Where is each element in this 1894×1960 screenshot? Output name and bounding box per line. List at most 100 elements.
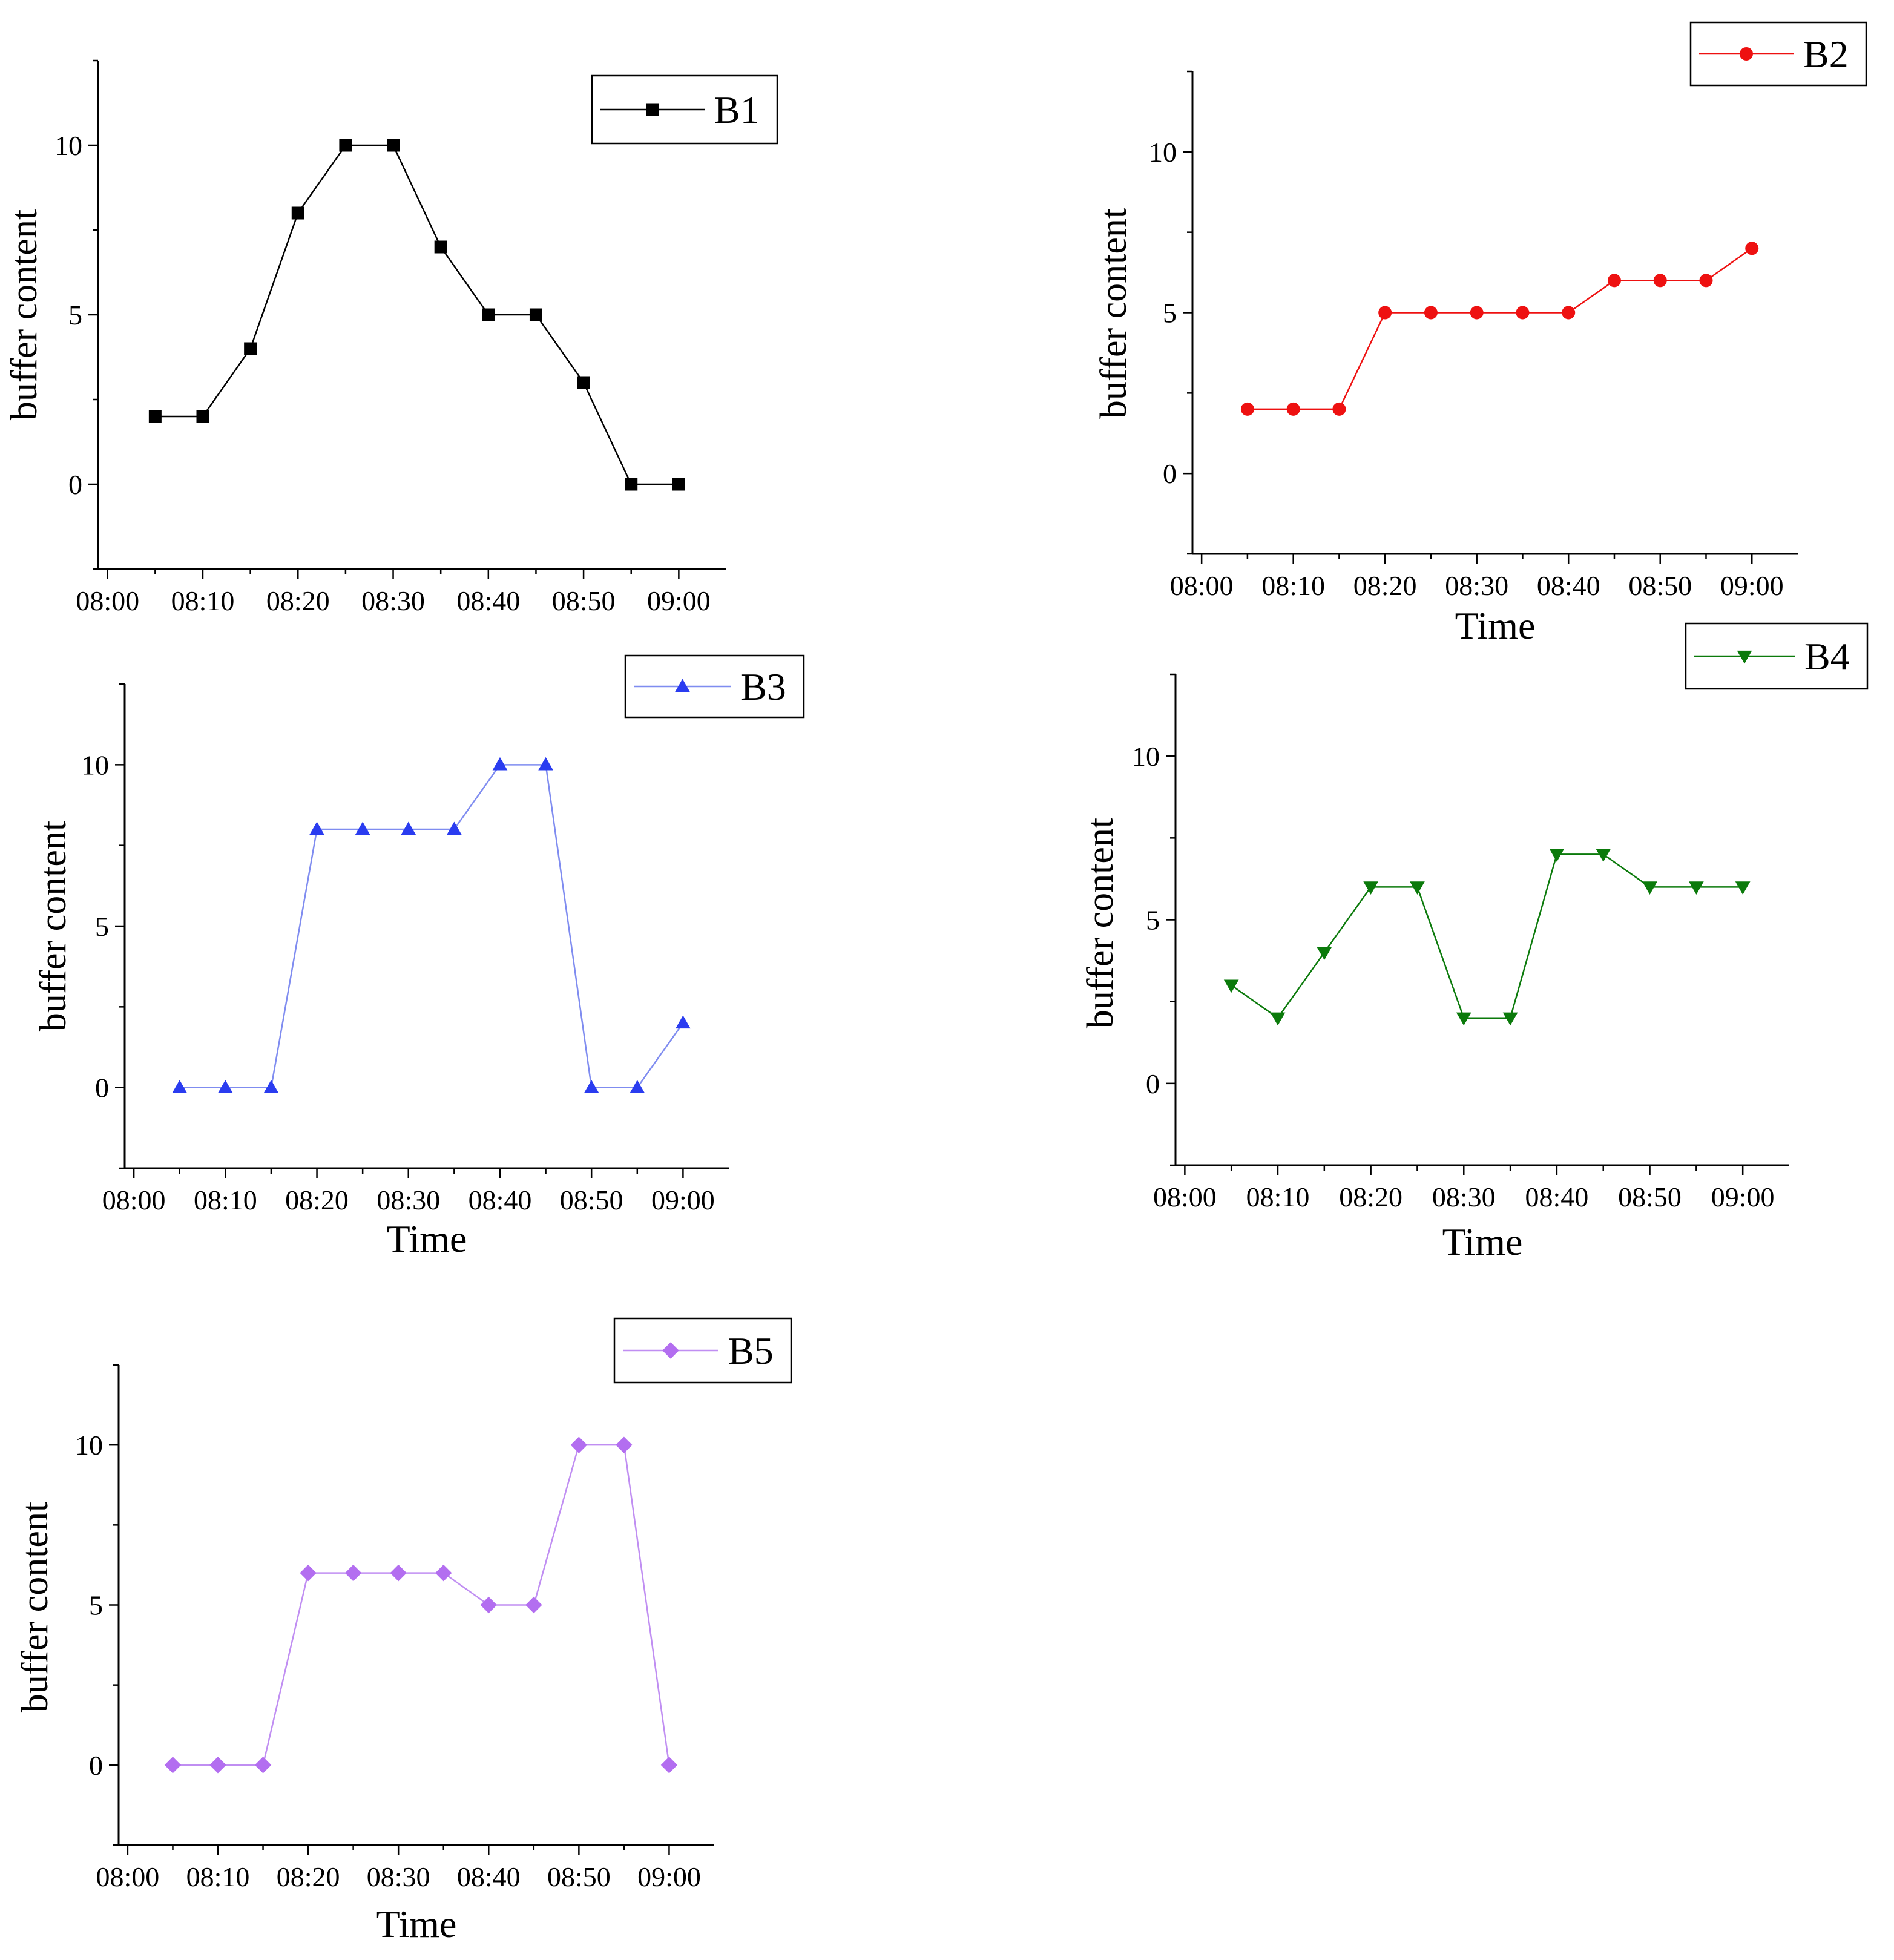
x-tick-label: 08:00: [76, 585, 139, 616]
legend-label: B1: [714, 88, 760, 131]
x-tick-label: 08:10: [194, 1185, 257, 1215]
data-point: [577, 376, 590, 389]
x-tick-label: 09:00: [651, 1185, 715, 1215]
data-point: [1502, 1012, 1518, 1026]
data-point: [291, 206, 304, 220]
data-point: [447, 821, 462, 835]
data-point: [387, 139, 400, 152]
x-tick-label: 08:40: [1525, 1182, 1589, 1212]
y-axis-title: buffer content: [15, 1502, 56, 1712]
series-B3: [172, 757, 691, 1093]
legend-label: B3: [741, 665, 786, 708]
data-point: [401, 821, 416, 835]
x-tick-label: 08:40: [457, 1861, 521, 1892]
series-line: [1231, 853, 1743, 1019]
x-tick-label: 08:30: [1432, 1182, 1496, 1212]
x-tick-label: 08:50: [547, 1861, 611, 1892]
series-B4: [1223, 849, 1751, 1026]
legend-marker: [675, 679, 690, 692]
x-tick-label: 08:20: [1353, 570, 1417, 601]
legend-label: B5: [728, 1329, 774, 1372]
data-point: [1562, 306, 1576, 320]
data-point: [570, 1436, 588, 1453]
y-tick-label: 0: [89, 1750, 103, 1781]
data-point: [1240, 402, 1254, 416]
chart-panel-2: 08:00 08:10 08:20 08:30 08:40 08:50 09:00 0 5 10 b…: [1093, 21, 1867, 647]
data-point: [625, 478, 638, 491]
x-tick-label: 09:00: [647, 585, 711, 616]
x-tick-label: 08:20: [1339, 1182, 1402, 1212]
y-tick-label: 0: [68, 469, 82, 500]
legend-label: B4: [1804, 635, 1850, 678]
data-point: [1424, 306, 1438, 320]
y-tick-label: 10: [75, 1430, 103, 1461]
x-tick-label: 08:40: [469, 1185, 532, 1215]
data-point: [196, 410, 209, 423]
chart-panel-1: 08:00 08:10 08:20 08:30 08:40 08:50 09:00 0 5 10 b…: [4, 59, 778, 616]
x-tick-label: 08:30: [361, 585, 425, 616]
x-tick-label: 08:20: [277, 1861, 340, 1892]
x-tick-label: 08:40: [1537, 570, 1600, 601]
data-point: [1223, 979, 1239, 993]
data-point: [148, 410, 162, 423]
data-point: [209, 1757, 226, 1774]
series-B5: [164, 1436, 678, 1774]
x-tick-label: 09:00: [637, 1861, 701, 1892]
y-tick-label: 10: [81, 749, 109, 780]
x-tick-label: 08:10: [171, 585, 235, 616]
x-tick-label: 08:30: [376, 1185, 440, 1215]
data-point: [344, 1564, 362, 1582]
y-tick-label: 5: [1146, 905, 1160, 936]
legend-label: B2: [1803, 33, 1849, 76]
series-line: [173, 1444, 670, 1766]
data-point: [525, 1596, 542, 1614]
x-axis-title: Time: [376, 1902, 457, 1945]
data-point: [164, 1757, 182, 1774]
data-point: [339, 139, 352, 152]
data-point: [263, 1080, 279, 1093]
y-tick-label: 0: [1163, 458, 1177, 489]
y-tick-label: 5: [89, 1590, 103, 1621]
data-point: [1745, 242, 1759, 255]
data-point: [355, 821, 370, 835]
data-point: [1317, 947, 1332, 961]
data-point: [676, 1015, 691, 1029]
legend-marker: [1740, 47, 1753, 61]
chart-panel-3: 08:00 08:10 08:20 08:30 08:40 08:50 09:00 0 5 10 b…: [33, 654, 805, 1260]
x-tick-label: 08:50: [560, 1185, 623, 1215]
y-axis-title: buffer content: [1080, 818, 1121, 1028]
y-tick-label: 5: [1163, 298, 1177, 329]
data-point: [1642, 881, 1657, 895]
data-point: [1607, 274, 1621, 288]
x-tick-label: 08:50: [552, 585, 616, 616]
x-tick-label: 08:20: [285, 1185, 349, 1215]
data-point: [1549, 849, 1565, 862]
data-point: [660, 1757, 678, 1774]
data-point: [172, 1080, 188, 1093]
y-tick-label: 10: [54, 130, 82, 161]
data-point: [630, 1080, 645, 1093]
data-point: [538, 757, 553, 771]
series-line: [1247, 248, 1752, 410]
data-point: [1735, 881, 1751, 895]
data-point: [244, 342, 257, 355]
series-line: [179, 764, 684, 1088]
x-axis-title: Time: [387, 1217, 467, 1260]
y-axis-title: buffer content: [1093, 208, 1134, 419]
y-tick-label: 5: [95, 911, 109, 942]
x-tick-label: 08:00: [1170, 570, 1234, 601]
data-point: [616, 1436, 633, 1453]
data-point: [1286, 402, 1300, 416]
y-tick-label: 5: [68, 300, 82, 331]
data-point: [390, 1564, 407, 1582]
x-tick-label: 09:00: [1711, 1182, 1775, 1212]
y-tick-label: 10: [1149, 137, 1177, 168]
x-tick-label: 08:50: [1628, 570, 1692, 601]
x-tick-label: 08:00: [1153, 1182, 1217, 1212]
data-point: [1596, 849, 1611, 862]
data-point: [1410, 881, 1425, 895]
x-tick-label: 08:40: [456, 585, 520, 616]
data-point: [1470, 306, 1484, 320]
chart-panel-5: 08:00 08:10 08:20 08:30 08:40 08:50 09:00 0 5 10 b…: [15, 1317, 792, 1945]
